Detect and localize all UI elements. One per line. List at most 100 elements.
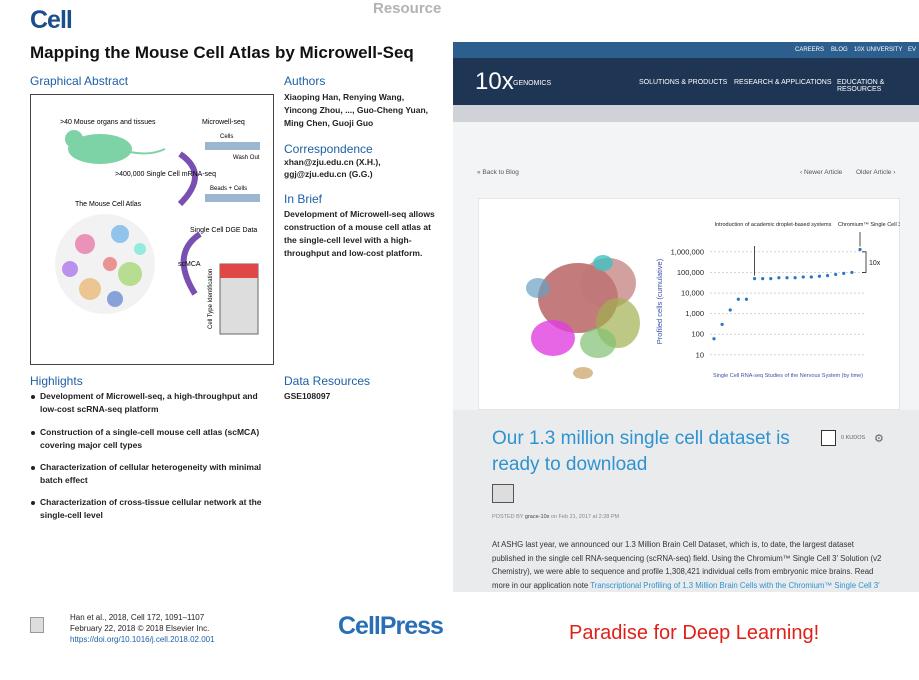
annotation: Chromium™ Single Cell 3′ v2 [838,222,900,228]
point [777,276,781,280]
point [793,276,797,280]
blog-screenshot: CAREERS BLOG 10X UNIVERSITY EV 10x GENOM… [453,42,919,592]
nav[interactable]: RESEARCH & APPLICATIONS [734,79,832,86]
label: The Mouse Cell Atlas [75,201,142,208]
tsne [526,255,640,379]
kudos-button[interactable] [821,430,836,446]
point [752,277,757,281]
graphical-abstract: >40 Mouse organs and tissues Microwell-s… [30,94,274,365]
date: on Feb 21, 2017 at 2:28 PM [550,514,620,520]
point [769,277,773,281]
authors: Xiaoping Han, Renying Wang, Yincong Zhou… [284,92,429,128]
heading: Correspondence [284,142,373,156]
top-bar [453,42,919,58]
band [453,105,919,122]
point [785,276,789,280]
heading: Highlights [30,374,83,388]
label: >40 Mouse organs and tissues [60,119,156,126]
mouse [65,130,83,148]
point [720,322,724,326]
y-tick-label: 10 [696,350,704,359]
older-link[interactable]: Older Article › [856,169,896,176]
top-link[interactable]: 10X UNIVERSITY [854,47,903,53]
point [744,297,749,301]
figure: 10 100 1,000 10,000 100,000 1,000,000 Profiled… [478,198,900,410]
arrow [177,151,198,207]
nav[interactable]: EDUCATION & RESOURCES [837,79,885,93]
email: ggj@zju.edu.cn (G.G.) [284,169,373,179]
atlas [55,214,155,314]
accession: GSE108097 [284,391,331,401]
highlight: Construction of a single-cell mouse cell… [31,426,272,452]
heatmap [220,264,258,278]
y-tick-label: 1,000,000 [671,247,704,256]
citation-line: Han et al., 2018, Cell 172, 1091–1107 [70,613,205,622]
top-link[interactable]: CAREERS [795,47,825,53]
label: Wash Out [233,155,260,161]
point [850,270,854,275]
back-link[interactable]: « Back to Blog [477,169,519,176]
label: >400,000 Single Cell mRNA-seq [115,171,216,178]
point [817,274,822,278]
highlight-text: Development of Microwell-seq, a high-thr… [40,391,258,414]
point [842,271,846,275]
in-brief: Development of Microwell-seq allows cons… [284,209,435,258]
y-tick-label: 100 [691,330,704,339]
publisher: CellPress [338,612,444,640]
well [205,142,260,150]
label: Cells [220,134,233,140]
body-text: At ASHG last year, we announced our 1.3 … [492,540,882,590]
annotation: 10x [869,260,881,267]
point [858,247,862,252]
point [825,274,830,278]
citation-line: February 22, 2018 © 2018 Elsevier Inc. [70,624,210,633]
annotation: Introduction of academic droplet-based s… [715,222,832,228]
posted-by: POSTED BY [492,514,524,520]
label: Beads + Cells [210,186,247,192]
logo-sub: GENOMICS [513,80,552,87]
point [728,308,732,312]
point [801,275,805,279]
icon [30,617,44,633]
y-tick-label: 10,000 [681,289,704,298]
section: Resource [373,0,442,17]
highlight-text: Characterization of cross-tissue cellula… [40,497,262,520]
nav[interactable]: SOLUTIONS & PRODUCTS [639,79,728,86]
arrow [180,231,202,296]
top-link[interactable]: EV [908,47,917,53]
point [809,275,813,279]
logo: 10x [475,68,514,95]
journal: Cell [30,6,73,34]
heading: Authors [284,74,326,88]
point [736,297,740,301]
post [453,410,919,592]
y-tick-label: 1,000 [685,309,704,318]
bracket [862,251,867,273]
kudos: 0 KUDOS [841,435,866,441]
highlight: Characterization of cross-tissue cellula… [31,496,272,522]
point [761,277,765,281]
highlight-text: Construction of a single-cell mouse cell… [40,427,260,450]
doi[interactable]: https://doi.org/10.1016/j.cell.2018.02.0… [70,635,215,644]
heading: Data Resources [284,374,371,388]
newer-link[interactable]: ‹ Newer Article [800,169,843,176]
email: xhan@zju.edu.cn (X.H.), [284,157,381,167]
tail [129,148,166,155]
label: Cell Type Identification [208,269,214,329]
author[interactable]: grace-10x [524,514,550,520]
caption: Paradise for Deep Learning! [569,622,820,644]
byline: POSTED BY grace-10x on Feb 21, 2017 at 2… [492,514,619,520]
image-icon [492,484,514,503]
label: Single Cell DGE Data [190,227,257,234]
top-link[interactable]: BLOG [831,47,848,53]
citation: Han et al., 2018, Cell 172, 1091–1107 Fe… [70,612,215,645]
post-title: Our 1.3 million single cell dataset is r… [492,428,790,475]
header [453,58,919,105]
settings[interactable]: ⚙ [874,433,884,445]
point [834,272,838,277]
highlight-text: Characterization of cellular heterogenei… [40,462,262,485]
highlight: Development of Microwell-seq, a high-thr… [31,390,272,416]
y-tick-label: 100,000 [677,268,704,277]
x-axis-label: Single Cell RNA-seq Studies of the Nervo… [713,373,863,379]
link[interactable]: Transcriptional Profiling of 1.3 Million… [590,580,880,590]
